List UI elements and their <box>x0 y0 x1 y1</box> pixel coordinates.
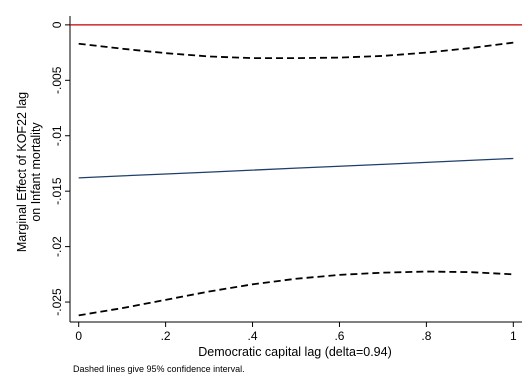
x-axis-label: Democratic capital lag (delta=0.94) <box>198 345 392 359</box>
x-tick-label: .2 <box>161 329 171 343</box>
y-tick-label: 0 <box>50 21 64 28</box>
lower-ci-line <box>78 270 514 317</box>
x-tick-label: .6 <box>334 329 344 343</box>
upper-ci-line <box>78 41 514 60</box>
y-tick-label: -.01 <box>50 125 64 146</box>
y-axis-label-line1: Marginal Effect of KOF22 lag <box>15 92 29 252</box>
y-axis-label-line2: on Infant mortality <box>29 122 43 222</box>
x-tick-label: 0 <box>75 329 82 343</box>
y-tick-label: -.025 <box>50 288 64 316</box>
x-tick-label: 1 <box>510 329 517 343</box>
x-tick-label: .8 <box>421 329 431 343</box>
y-tick-label: -.005 <box>50 66 64 94</box>
plot-area <box>70 16 522 322</box>
marginal-effect-line <box>78 157 514 179</box>
y-tick-label: -.015 <box>50 177 64 205</box>
footnote: Dashed lines give 95% confidence interva… <box>73 364 245 374</box>
x-tick-label: .4 <box>248 329 258 343</box>
y-tick-label: -.02 <box>50 236 64 257</box>
